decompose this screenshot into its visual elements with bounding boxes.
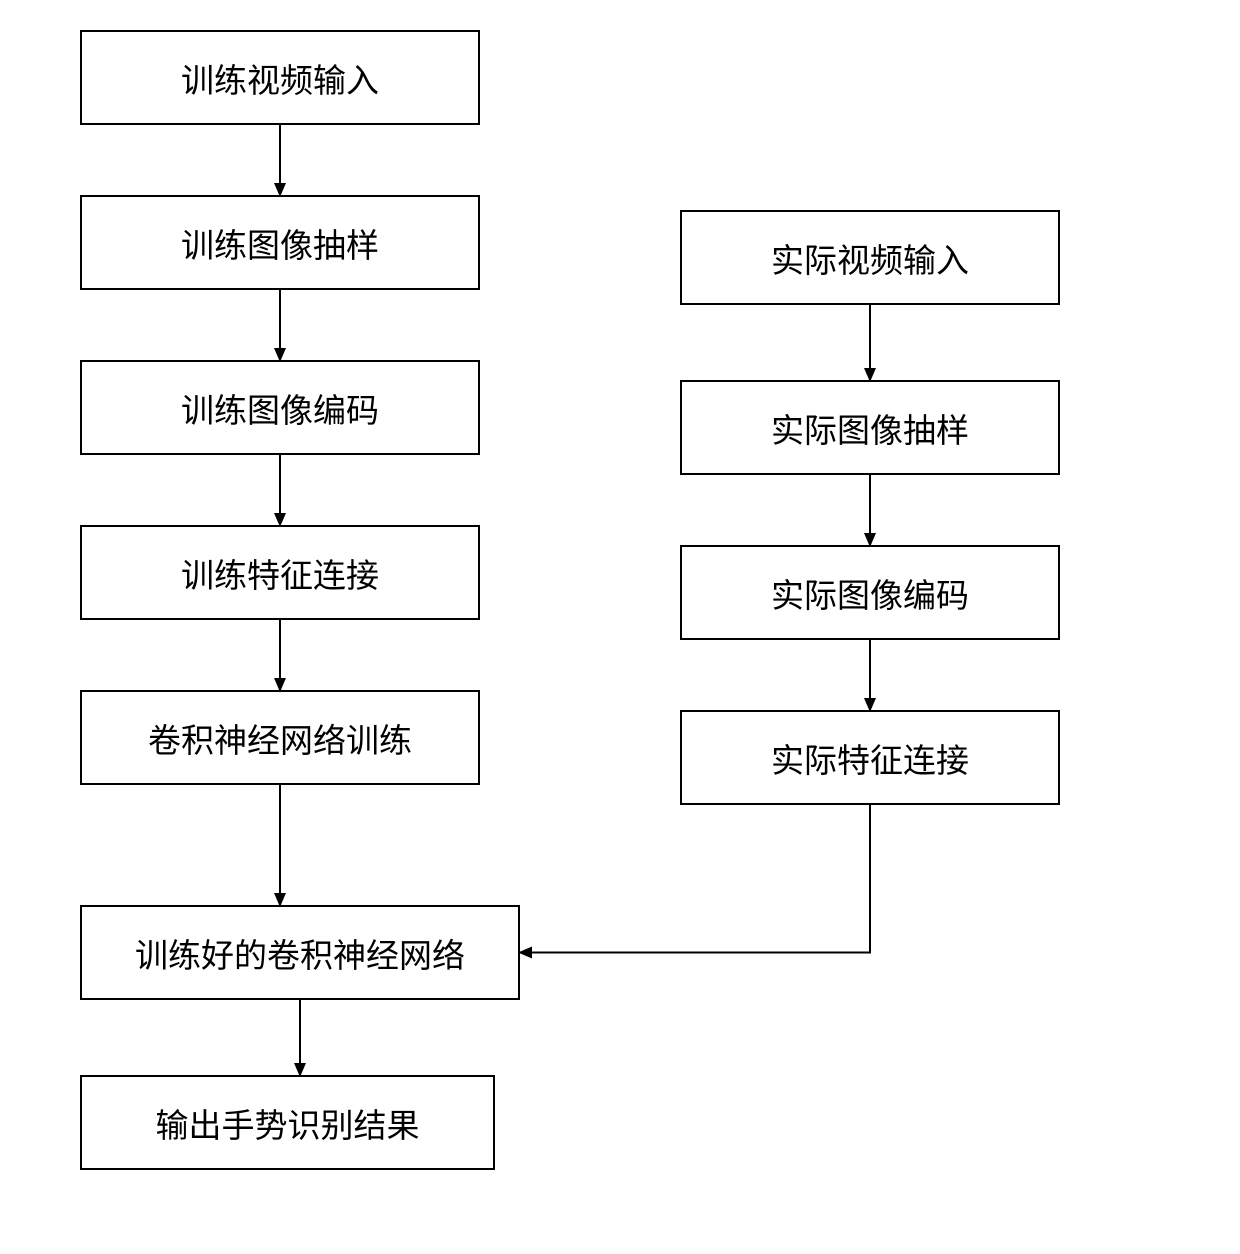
node-label: 实际图像编码 [771,569,969,617]
node-actual-feature-concat: 实际特征连接 [680,710,1060,805]
node-label: 训练图像编码 [181,384,379,432]
node-label: 训练图像抽样 [181,219,379,267]
node-label: 训练视频输入 [181,54,379,102]
node-label: 实际特征连接 [771,734,969,782]
node-cnn-training: 卷积神经网络训练 [80,690,480,785]
node-label: 训练好的卷积神经网络 [135,929,465,977]
node-label: 实际视频输入 [771,234,969,282]
node-actual-image-sampling: 实际图像抽样 [680,380,1060,475]
node-label: 实际图像抽样 [771,404,969,452]
node-train-video-input: 训练视频输入 [80,30,480,125]
node-actual-image-encoding: 实际图像编码 [680,545,1060,640]
node-train-feature-concat: 训练特征连接 [80,525,480,620]
node-trained-cnn: 训练好的卷积神经网络 [80,905,520,1000]
node-actual-video-input: 实际视频输入 [680,210,1060,305]
node-label: 卷积神经网络训练 [148,714,412,762]
node-output-gesture-result: 输出手势识别结果 [80,1075,495,1170]
node-label: 输出手势识别结果 [156,1099,420,1147]
node-train-image-encoding: 训练图像编码 [80,360,480,455]
node-label: 训练特征连接 [181,549,379,597]
node-train-image-sampling: 训练图像抽样 [80,195,480,290]
